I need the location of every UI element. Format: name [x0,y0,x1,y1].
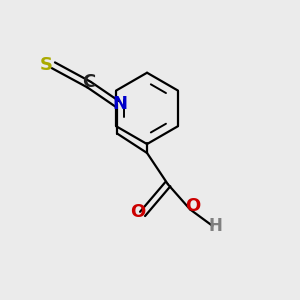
Text: C: C [82,73,96,91]
Text: H: H [208,217,222,235]
Text: S: S [40,56,52,74]
Text: N: N [113,95,128,113]
Text: O: O [185,197,201,215]
Text: O: O [130,203,146,221]
